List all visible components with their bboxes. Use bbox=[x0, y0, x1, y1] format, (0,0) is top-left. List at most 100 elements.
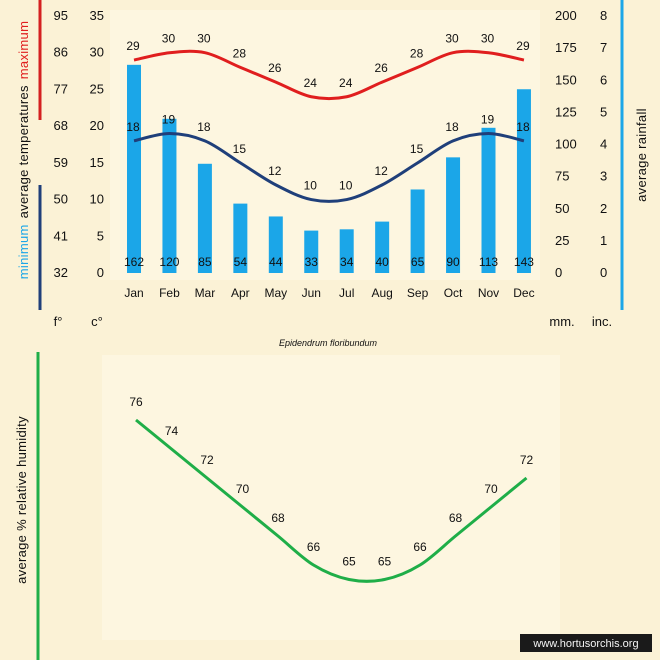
left-axis-title: minimum average temperatures maximum bbox=[16, 21, 31, 279]
celsius-tick: 20 bbox=[90, 118, 104, 133]
max-temp-label: 30 bbox=[197, 32, 211, 46]
rainfall-bar-apr bbox=[233, 203, 248, 273]
humidity-value-label: 66 bbox=[307, 540, 321, 554]
credit-box bbox=[520, 634, 652, 652]
month-label-dec: Dec bbox=[513, 286, 534, 300]
humidity-value-label: 68 bbox=[449, 511, 463, 525]
rainfall-value-label: 162 bbox=[124, 255, 144, 269]
inch-tick: 1 bbox=[600, 233, 607, 248]
mm-tick: 50 bbox=[555, 201, 569, 216]
fahrenheit-tick: 95 bbox=[54, 8, 68, 23]
min-temp-label: 10 bbox=[304, 179, 318, 193]
minimum-temperature-line bbox=[133, 131, 525, 203]
inch-tick: 3 bbox=[600, 169, 607, 184]
max-temp-label: 29 bbox=[516, 39, 530, 53]
month-label-may: May bbox=[264, 286, 287, 300]
minimum-label: minimum bbox=[16, 224, 31, 279]
rainfall-value-label: 34 bbox=[340, 255, 354, 269]
min-temp-label: 19 bbox=[481, 112, 495, 126]
inch-tick: 4 bbox=[600, 137, 607, 152]
min-temp-label: 18 bbox=[516, 120, 530, 134]
inch-tick: 7 bbox=[600, 40, 607, 55]
max-temp-label: 30 bbox=[445, 32, 459, 46]
inch-tick: 8 bbox=[600, 8, 607, 23]
value-labels: 29 30 30 28 26 24 24 26 28 30 30 29 18 19 18 15 12 10 10 12… bbox=[124, 32, 534, 269]
unit-inches: inc. bbox=[592, 314, 612, 329]
max-temp-label: 29 bbox=[126, 39, 140, 53]
min-temp-label: 18 bbox=[197, 120, 211, 134]
fahrenheit-tick: 41 bbox=[54, 228, 68, 243]
unit-fahrenheit: f° bbox=[54, 314, 63, 329]
maximum-label: maximum bbox=[16, 21, 31, 79]
humidity-plot-area bbox=[102, 355, 560, 640]
rainfall-value-label: 113 bbox=[479, 255, 498, 269]
right-axis-title: average rainfall bbox=[634, 108, 649, 202]
fahrenheit-axis: 95 86 77 68 59 50 41 32 bbox=[54, 8, 68, 280]
humidity-value-label: 74 bbox=[165, 424, 179, 438]
fahrenheit-tick: 86 bbox=[54, 45, 68, 60]
celsius-axis: 35 30 25 20 15 10 5 0 bbox=[90, 8, 104, 280]
celsius-tick: 15 bbox=[90, 155, 104, 170]
humidity-value-label: 76 bbox=[129, 395, 143, 409]
mm-tick: 100 bbox=[555, 137, 577, 152]
mm-tick: 75 bbox=[555, 169, 569, 184]
fahrenheit-tick: 50 bbox=[54, 192, 68, 207]
rainfall-value-label: 65 bbox=[411, 255, 425, 269]
min-temp-label: 19 bbox=[162, 112, 176, 126]
mm-tick: 175 bbox=[555, 40, 577, 55]
min-temp-label: 15 bbox=[233, 142, 247, 156]
celsius-tick: 35 bbox=[90, 8, 104, 23]
month-label-apr: Apr bbox=[231, 286, 250, 300]
rainfall-value-label: 90 bbox=[446, 255, 460, 269]
rainfall-bar-jul bbox=[339, 229, 354, 273]
celsius-tick: 0 bbox=[97, 265, 104, 280]
average-temperatures-label: average temperatures bbox=[16, 85, 31, 218]
rainfall-bar-aug bbox=[375, 221, 390, 273]
temperature-rainfall-plot-area bbox=[110, 10, 540, 280]
rainfall-value-label: 54 bbox=[234, 255, 248, 269]
max-temp-label: 30 bbox=[481, 32, 495, 46]
rainfall-value-label: 40 bbox=[375, 255, 389, 269]
rainfall-bar-sep bbox=[410, 189, 425, 273]
mm-tick: 200 bbox=[555, 8, 577, 23]
humidity-value-label: 72 bbox=[200, 453, 214, 467]
inch-tick: 0 bbox=[600, 265, 607, 280]
rainfall-value-label: 143 bbox=[514, 255, 534, 269]
mm-tick: 25 bbox=[555, 233, 569, 248]
month-label-jun: Jun bbox=[302, 286, 321, 300]
month-label-sep: Sep bbox=[407, 286, 429, 300]
rainfall-bar-feb bbox=[162, 118, 177, 273]
humidity-axis-title: average % relative humidity bbox=[14, 416, 29, 584]
species-title: Epidendrum floribundum bbox=[279, 338, 378, 348]
celsius-tick: 10 bbox=[90, 192, 104, 207]
month-axis: Jan Feb Mar Apr May Jun Jul Aug Sep Oct Nov Dec bbox=[124, 286, 534, 300]
min-temp-label: 18 bbox=[126, 120, 140, 134]
rainfall-bar-nov bbox=[481, 127, 496, 273]
rainfall-bars bbox=[127, 64, 531, 274]
humidity-value-label: 65 bbox=[378, 555, 392, 569]
rainfall-value-label: 120 bbox=[159, 255, 179, 269]
max-temp-label: 24 bbox=[339, 76, 353, 90]
max-temp-label: 30 bbox=[162, 32, 176, 46]
rainfall-mm-axis: 200 175 150 125 100 75 50 25 0 bbox=[555, 8, 577, 280]
fahrenheit-tick: 77 bbox=[54, 81, 68, 96]
month-label-aug: Aug bbox=[371, 286, 392, 300]
max-temp-label: 26 bbox=[268, 61, 282, 75]
fahrenheit-tick: 68 bbox=[54, 118, 68, 133]
humidity-value-label: 65 bbox=[342, 555, 356, 569]
max-temp-label: 28 bbox=[233, 46, 247, 60]
month-label-oct: Oct bbox=[444, 286, 463, 300]
rainfall-value-label: 44 bbox=[269, 255, 283, 269]
max-temp-label: 26 bbox=[374, 61, 388, 75]
inch-tick: 2 bbox=[600, 201, 607, 216]
max-temp-label: 28 bbox=[410, 46, 424, 60]
humidity-value-label: 72 bbox=[520, 453, 534, 467]
min-temp-label: 10 bbox=[339, 179, 353, 193]
month-label-jan: Jan bbox=[124, 286, 143, 300]
humidity-value-label: 66 bbox=[413, 540, 427, 554]
rainfall-bar-jan bbox=[127, 64, 141, 273]
temperature-lines bbox=[133, 49, 525, 203]
rainfall-bar-jun bbox=[304, 230, 319, 273]
site-credit: www.hortusorchis.org bbox=[532, 638, 638, 650]
